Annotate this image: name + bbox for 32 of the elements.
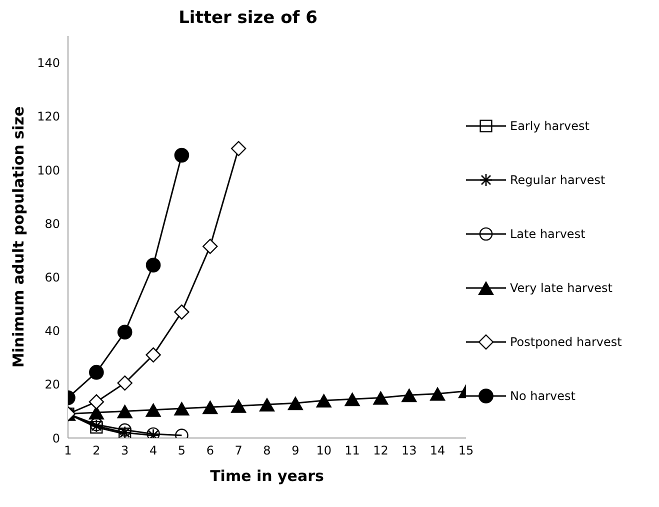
- y-tick-label: 20: [44, 378, 60, 392]
- legend-label: Postponed harvest: [510, 334, 622, 348]
- x-axis-title: Time in years: [210, 467, 324, 485]
- chart-title: Litter size of 6: [178, 8, 318, 28]
- x-tick-label: 5: [178, 444, 186, 458]
- y-tick-label: 140: [37, 56, 60, 70]
- y-tick-label: 60: [44, 270, 60, 284]
- x-tick-label: 6: [206, 444, 214, 458]
- x-tick-label: 11: [344, 444, 360, 458]
- legend-label: Early harvest: [510, 118, 590, 132]
- legend-label: Late harvest: [510, 226, 586, 240]
- legend-label: Regular harvest: [510, 172, 606, 186]
- x-tick-label: 7: [234, 444, 242, 458]
- y-tick-label: 120: [37, 110, 60, 124]
- x-tick-label: 1: [64, 444, 72, 458]
- x-tick-label: 14: [430, 444, 446, 458]
- y-tick-label: 40: [44, 324, 60, 338]
- x-tick-label: 9: [292, 444, 300, 458]
- y-tick-label: 0: [52, 431, 60, 446]
- x-tick-label: 8: [263, 444, 271, 458]
- y-axis-title: Minimum adult population size: [9, 106, 28, 368]
- x-tick-label: 4: [149, 444, 158, 458]
- x-tick-label: 2: [92, 444, 100, 458]
- legend-label: Very late harvest: [510, 280, 612, 294]
- x-tick-label: 15: [458, 444, 474, 458]
- x-tick-label: 13: [402, 444, 417, 458]
- legend-label: No harvest: [510, 388, 576, 402]
- x-tick-label: 12: [373, 444, 388, 458]
- y-tick-label: 100: [37, 163, 60, 178]
- x-tick-label: 3: [121, 444, 129, 458]
- x-tick-label: 10: [316, 444, 332, 458]
- y-tick-label: 80: [44, 216, 60, 231]
